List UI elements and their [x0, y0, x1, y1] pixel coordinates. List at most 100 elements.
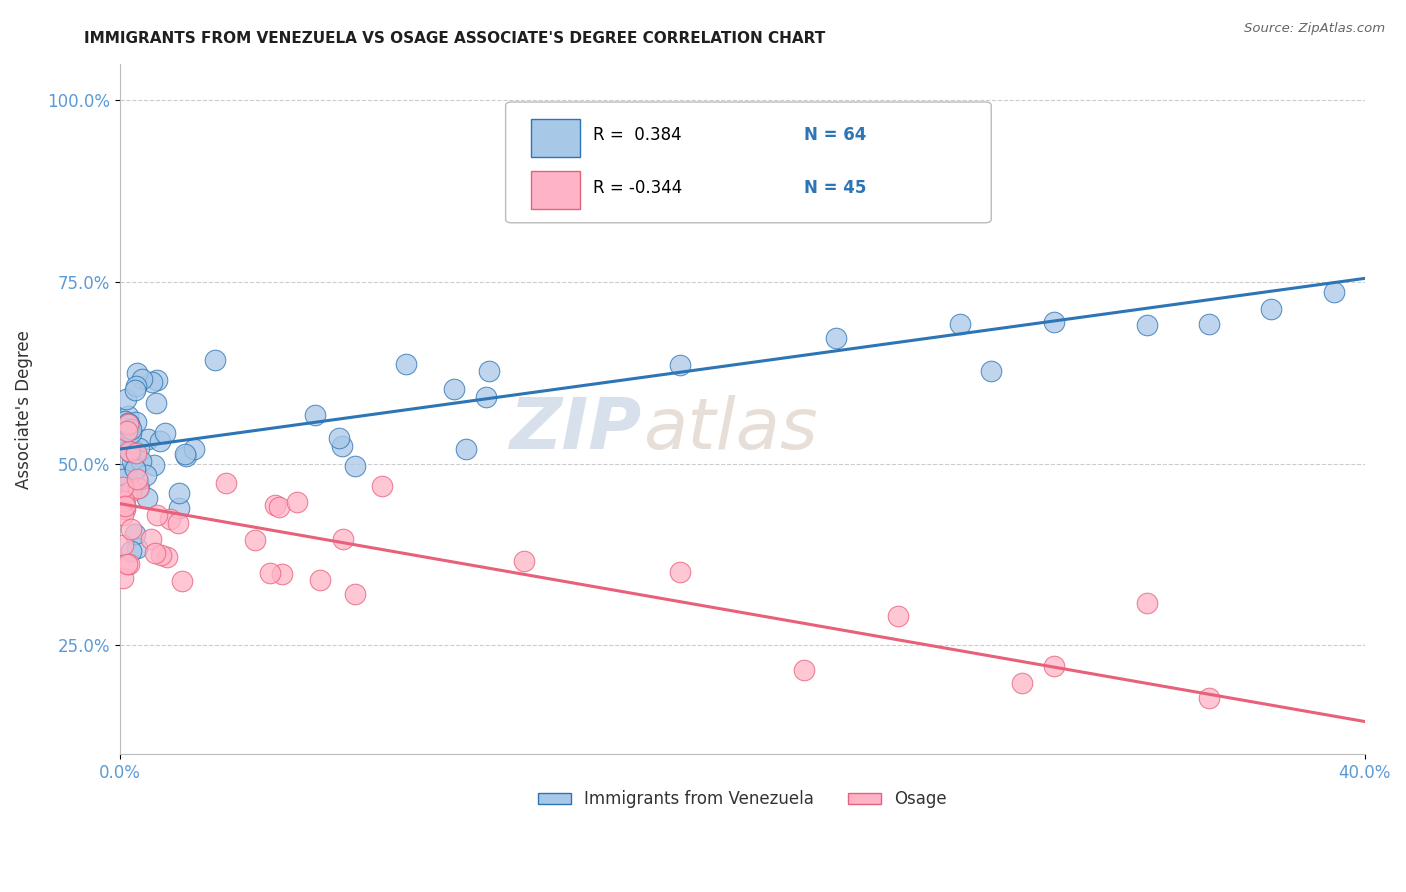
Point	[112, 488, 135, 502]
Point	[114, 498, 136, 512]
Point	[145, 395, 167, 409]
Point	[128, 481, 150, 495]
Point	[141, 375, 163, 389]
Point	[124, 445, 146, 459]
Point	[1323, 285, 1346, 300]
Point	[1198, 691, 1220, 706]
Point	[1136, 596, 1159, 610]
Point	[304, 408, 326, 422]
Point	[330, 439, 353, 453]
Point	[1198, 317, 1220, 331]
FancyBboxPatch shape	[530, 120, 581, 157]
Point	[156, 550, 179, 565]
Point	[111, 467, 134, 482]
Text: atlas: atlas	[643, 395, 817, 465]
Point	[122, 460, 145, 475]
Point	[139, 533, 162, 547]
Point	[285, 495, 308, 509]
Point	[343, 587, 366, 601]
Point	[111, 480, 134, 494]
Point	[259, 566, 281, 581]
Point	[1042, 315, 1064, 329]
Point	[127, 472, 149, 486]
Point	[136, 491, 159, 506]
Point	[513, 554, 536, 568]
Text: N = 45: N = 45	[804, 179, 868, 197]
Point	[117, 433, 139, 447]
Point	[115, 486, 138, 500]
Point	[112, 494, 135, 508]
Point	[135, 467, 157, 482]
Point	[120, 426, 142, 441]
Point	[443, 382, 465, 396]
Point	[120, 422, 142, 436]
Point	[124, 444, 146, 458]
Point	[111, 436, 134, 450]
Text: IMMIGRANTS FROM VENEZUELA VS OSAGE ASSOCIATE'S DEGREE CORRELATION CHART: IMMIGRANTS FROM VENEZUELA VS OSAGE ASSOC…	[84, 31, 825, 46]
Point	[120, 543, 142, 558]
Point	[271, 566, 294, 581]
Point	[1042, 659, 1064, 673]
Point	[117, 557, 139, 571]
Point	[332, 532, 354, 546]
Point	[124, 526, 146, 541]
Point	[136, 432, 159, 446]
Point	[183, 442, 205, 457]
Legend: Immigrants from Venezuela, Osage: Immigrants from Venezuela, Osage	[531, 783, 953, 815]
Point	[149, 434, 172, 448]
Point	[343, 458, 366, 473]
Point	[1136, 318, 1159, 332]
Point	[125, 366, 148, 380]
Text: Source: ZipAtlas.com: Source: ZipAtlas.com	[1244, 22, 1385, 36]
Point	[117, 416, 139, 430]
Point	[118, 444, 141, 458]
Point	[169, 500, 191, 515]
Point	[243, 533, 266, 547]
Point	[308, 574, 330, 588]
Point	[125, 541, 148, 556]
Point	[111, 472, 134, 486]
Point	[170, 574, 193, 588]
Point	[125, 378, 148, 392]
Point	[173, 447, 195, 461]
Point	[887, 608, 910, 623]
Point	[669, 358, 692, 372]
Point	[111, 414, 134, 428]
Point	[949, 318, 972, 332]
Point	[215, 475, 238, 490]
Point	[980, 364, 1002, 378]
Point	[114, 500, 136, 514]
Point	[204, 353, 226, 368]
Point	[328, 431, 350, 445]
Point	[669, 565, 692, 579]
Point	[153, 425, 176, 440]
Text: ZIP: ZIP	[510, 395, 643, 465]
Point	[395, 357, 418, 371]
Point	[146, 508, 169, 522]
Point	[117, 417, 139, 431]
Point	[143, 458, 166, 472]
Point	[111, 571, 134, 585]
Point	[174, 449, 197, 463]
Point	[146, 373, 169, 387]
Point	[120, 445, 142, 459]
Point	[1260, 301, 1282, 316]
Point	[129, 454, 152, 468]
Text: R =  0.384: R = 0.384	[593, 126, 682, 145]
Point	[793, 663, 815, 677]
Point	[454, 442, 477, 457]
Point	[118, 558, 141, 572]
Point	[121, 454, 143, 468]
Point	[264, 498, 287, 512]
Point	[114, 501, 136, 516]
Point	[124, 462, 146, 476]
Point	[117, 409, 139, 423]
Point	[115, 424, 138, 438]
Text: N = 64: N = 64	[804, 126, 868, 145]
Point	[120, 484, 142, 499]
Point	[169, 485, 191, 500]
Point	[370, 479, 392, 493]
Y-axis label: Associate's Degree: Associate's Degree	[15, 330, 32, 489]
Point	[474, 390, 496, 404]
Point	[128, 441, 150, 455]
